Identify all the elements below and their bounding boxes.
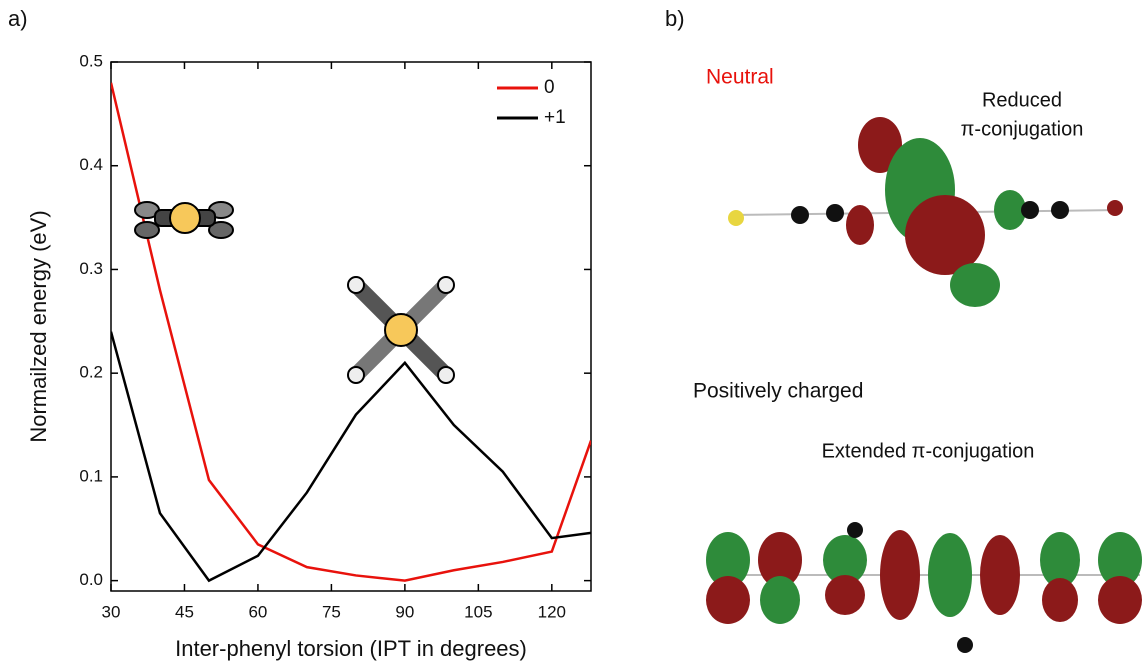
x-tick-label: 105: [464, 602, 492, 621]
line-series: [111, 331, 591, 583]
y-tick-label: 0.1: [79, 466, 103, 485]
x-tick-label: 120: [538, 602, 566, 621]
label-charged: Positively charged: [693, 380, 863, 403]
y-tick-label: 0.2: [79, 363, 103, 382]
legend-label: +1: [544, 107, 566, 128]
legend-label: 0: [544, 77, 555, 98]
label-reduced: π-conjugation: [961, 118, 1084, 140]
y-axis-label: Normailzed energy (eV): [26, 210, 51, 442]
orbital-neutral: [728, 117, 1123, 307]
molecule-icon: [347, 276, 455, 384]
molecule-icon: [134, 201, 234, 239]
line-series: [111, 82, 591, 582]
label-extended: Extended π-conjugation: [822, 440, 1035, 462]
panel-label: a): [8, 6, 28, 31]
x-tick-label: 45: [175, 602, 194, 621]
y-tick-label: 0.3: [79, 259, 103, 278]
y-tick-label: 0.0: [79, 570, 103, 589]
orbital-charged: [706, 522, 1142, 653]
label-neutral: Neutral: [706, 66, 774, 89]
x-axis-label: Inter-phenyl torsion (IPT in degrees): [175, 636, 527, 661]
x-tick-label: 30: [102, 602, 121, 621]
plot-frame: [110, 61, 592, 592]
x-tick-label: 90: [395, 602, 414, 621]
x-tick-label: 60: [248, 602, 267, 621]
label-reduced: Reduced: [982, 89, 1062, 111]
y-tick-label: 0.5: [79, 51, 103, 70]
series-group: [111, 82, 591, 583]
x-tick-label: 75: [322, 602, 341, 621]
panel-label: b): [665, 6, 685, 31]
y-tick-label: 0.4: [79, 155, 103, 174]
